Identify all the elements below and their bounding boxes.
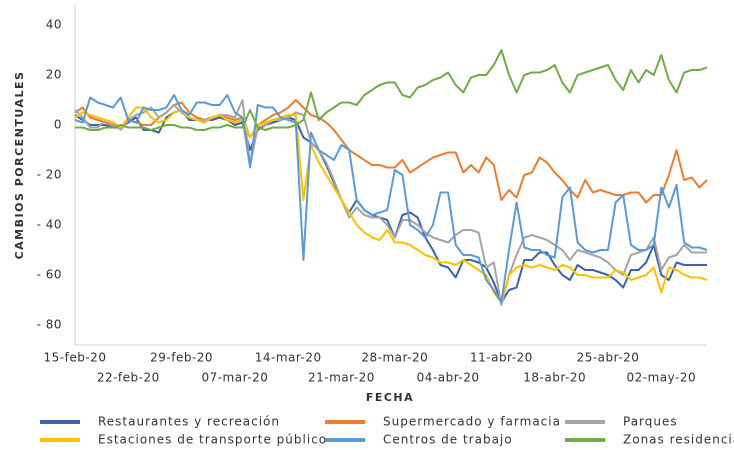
series-line: [74, 94, 708, 304]
y-axis-title: CAMBIOS PORCENTUALES: [13, 71, 26, 260]
legend-label: Centros de trabajo: [383, 433, 513, 447]
x-tick-label: 15-feb-20: [44, 351, 107, 365]
y-tick-label: - 40: [37, 218, 62, 232]
x-tick-label: 25-abr-20: [577, 351, 640, 365]
series-line: [75, 49, 708, 131]
legend-label: Estaciones de transporte público: [98, 433, 327, 447]
x-tick-label: 07-mar-20: [201, 371, 268, 385]
y-tick-label: 0: [54, 118, 62, 132]
y-tick-label: - 60: [37, 268, 62, 282]
x-tick-label: 29-feb-20: [150, 351, 213, 365]
x-tick-label: 28-mar-20: [361, 351, 428, 365]
legend-label: Zonas residenciales: [623, 433, 734, 447]
legend-label: Parques: [623, 415, 678, 429]
y-tick-label: - 20: [37, 168, 62, 182]
series-line: [74, 99, 708, 204]
legend-label: Supermercado y farmacia: [383, 415, 561, 429]
x-tick-label: 14-mar-20: [255, 351, 322, 365]
x-tick-label: 04-abr-20: [417, 371, 480, 385]
y-tick-label: 20: [46, 68, 62, 82]
x-tick-label: 18-abr-20: [523, 371, 586, 385]
y-tick-label: - 80: [37, 318, 62, 332]
x-tick-label: 02-may-20: [626, 371, 696, 385]
x-tick-label: 22-feb-20: [97, 371, 160, 385]
y-tick-label: 40: [46, 18, 62, 32]
legend-label: Restaurantes y recreación: [98, 415, 280, 429]
series-line: [74, 106, 708, 304]
x-axis-title: FECHA: [366, 391, 414, 404]
x-tick-label: 21-mar-20: [308, 371, 375, 385]
x-tick-label: 11-abr-20: [470, 351, 533, 365]
